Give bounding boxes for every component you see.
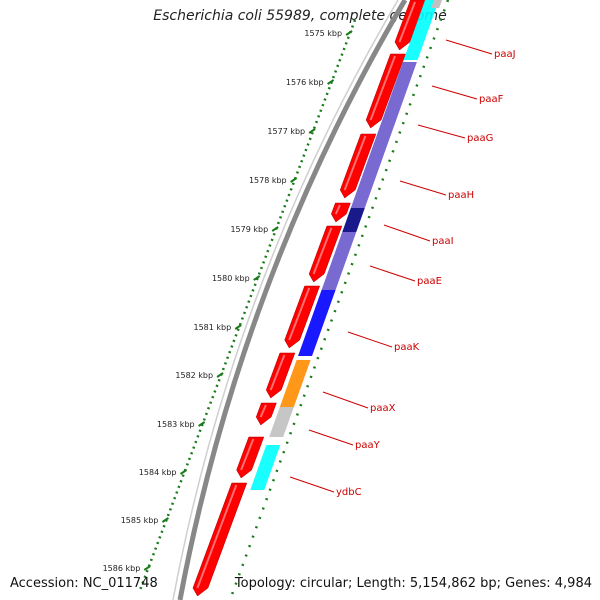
ruler-tick (143, 565, 151, 571)
ruler-tick (327, 79, 335, 85)
ruler-tick-label: 1584 kbp (139, 468, 177, 477)
backbone-shadow (172, 0, 399, 600)
cds-highlight (269, 354, 286, 391)
gene-label-paaG[interactable]: paaG (467, 133, 493, 144)
gene-band (431, 0, 442, 8)
gene-band (269, 407, 294, 437)
ruler-tick-label: 1576 kbp (286, 78, 324, 87)
ruler-tick (345, 30, 353, 36)
cds-arrow (236, 436, 265, 479)
leader-line (417, 124, 466, 139)
ruler-tick (290, 177, 298, 183)
ruler-tick (216, 372, 224, 378)
gene-band (342, 208, 365, 232)
gene-label-paaI[interactable]: paaI (432, 236, 454, 247)
cds-highlight (196, 484, 238, 589)
cds-arrow (255, 402, 277, 426)
leader-line (347, 331, 393, 348)
ruler-tick-label: 1581 kbp (193, 323, 231, 332)
cds-highlight (312, 227, 333, 275)
gene-label-paaK[interactable]: paaK (394, 342, 420, 353)
cds-arrow (192, 482, 248, 597)
cds-highlight (398, 1, 416, 43)
ruler-tick-label: 1586 kbp (103, 564, 141, 573)
gene-band (321, 232, 357, 290)
ruler-tick (198, 421, 206, 427)
gene-band (350, 62, 417, 208)
backbone-line (177, 0, 408, 600)
gene-label-paaY[interactable]: paaY (355, 440, 381, 451)
gene-band (403, 0, 439, 60)
kbp-ruler: 1575 kbp 1576 kbp 1577 kbp 1578 kbp 1579 kbp… (103, 19, 357, 591)
inner-tick-track (228, 0, 450, 600)
ruler-tick (179, 469, 188, 475)
gene-label-ydbC[interactable]: ydbC (336, 487, 362, 498)
cds-highlight (240, 438, 255, 471)
gene-band (279, 360, 311, 407)
ruler-tick-label: 1582 kbp (175, 371, 213, 380)
cds-highlight (369, 55, 396, 121)
leader-line (289, 476, 335, 493)
leader-line (369, 265, 416, 282)
gene-track (228, 0, 450, 600)
ruler-tick (271, 226, 279, 232)
cds-arrow (265, 352, 296, 399)
ruler-tick (161, 517, 169, 523)
gene-band (298, 290, 336, 356)
cds-arrow (365, 53, 406, 129)
genome-backbone (172, 0, 408, 600)
gene-label-paaF[interactable]: paaF (479, 94, 504, 105)
cds-highlight (334, 204, 341, 215)
gene-label-paaJ[interactable]: paaJ (494, 49, 516, 60)
leader-line (431, 85, 478, 100)
cds-highlight (259, 404, 267, 418)
leader-line (399, 180, 447, 196)
cds-arrow (308, 225, 343, 283)
ruler-tick-label: 1578 kbp (249, 176, 287, 185)
cds-highlight (288, 287, 311, 341)
ruler-tick-label: 1575 kbp (304, 29, 342, 38)
label-leaders: paaJ paaF paaG paaH paaI paaE paaK paaX paaY ydbC (289, 39, 516, 498)
gene-label-paaX[interactable]: paaX (370, 403, 396, 414)
leader-line (383, 224, 431, 242)
cds-arrow (394, 0, 426, 51)
cds-track (192, 0, 426, 597)
ruler-tick (253, 275, 261, 281)
leader-line (445, 39, 493, 55)
gene-label-paaE[interactable]: paaE (417, 276, 442, 287)
ruler-tick-label: 1580 kbp (212, 274, 250, 283)
topology-text: Topology: circular; Length: 5,154,862 bp… (234, 576, 592, 591)
ruler-tick-label: 1577 kbp (267, 127, 305, 136)
ruler-tick (308, 128, 316, 134)
map-title: Escherichia coli 55989, complete genome (153, 8, 447, 24)
cds-arrow (284, 285, 321, 349)
cds-arrow (339, 133, 377, 199)
leader-line (308, 429, 354, 446)
accession-text: Accession: NC_011748 (10, 576, 158, 591)
leader-line (322, 391, 369, 409)
ruler-tick-label: 1579 kbp (230, 225, 268, 234)
cds-arrow (331, 202, 351, 223)
gene-label-paaH[interactable]: paaH (448, 190, 474, 201)
ruler-tick-label: 1585 kbp (121, 516, 159, 525)
ruler-tick-label: 1583 kbp (157, 420, 195, 429)
ruler-tick (234, 324, 242, 330)
gene-band (250, 445, 281, 490)
cds-highlight (343, 135, 367, 191)
